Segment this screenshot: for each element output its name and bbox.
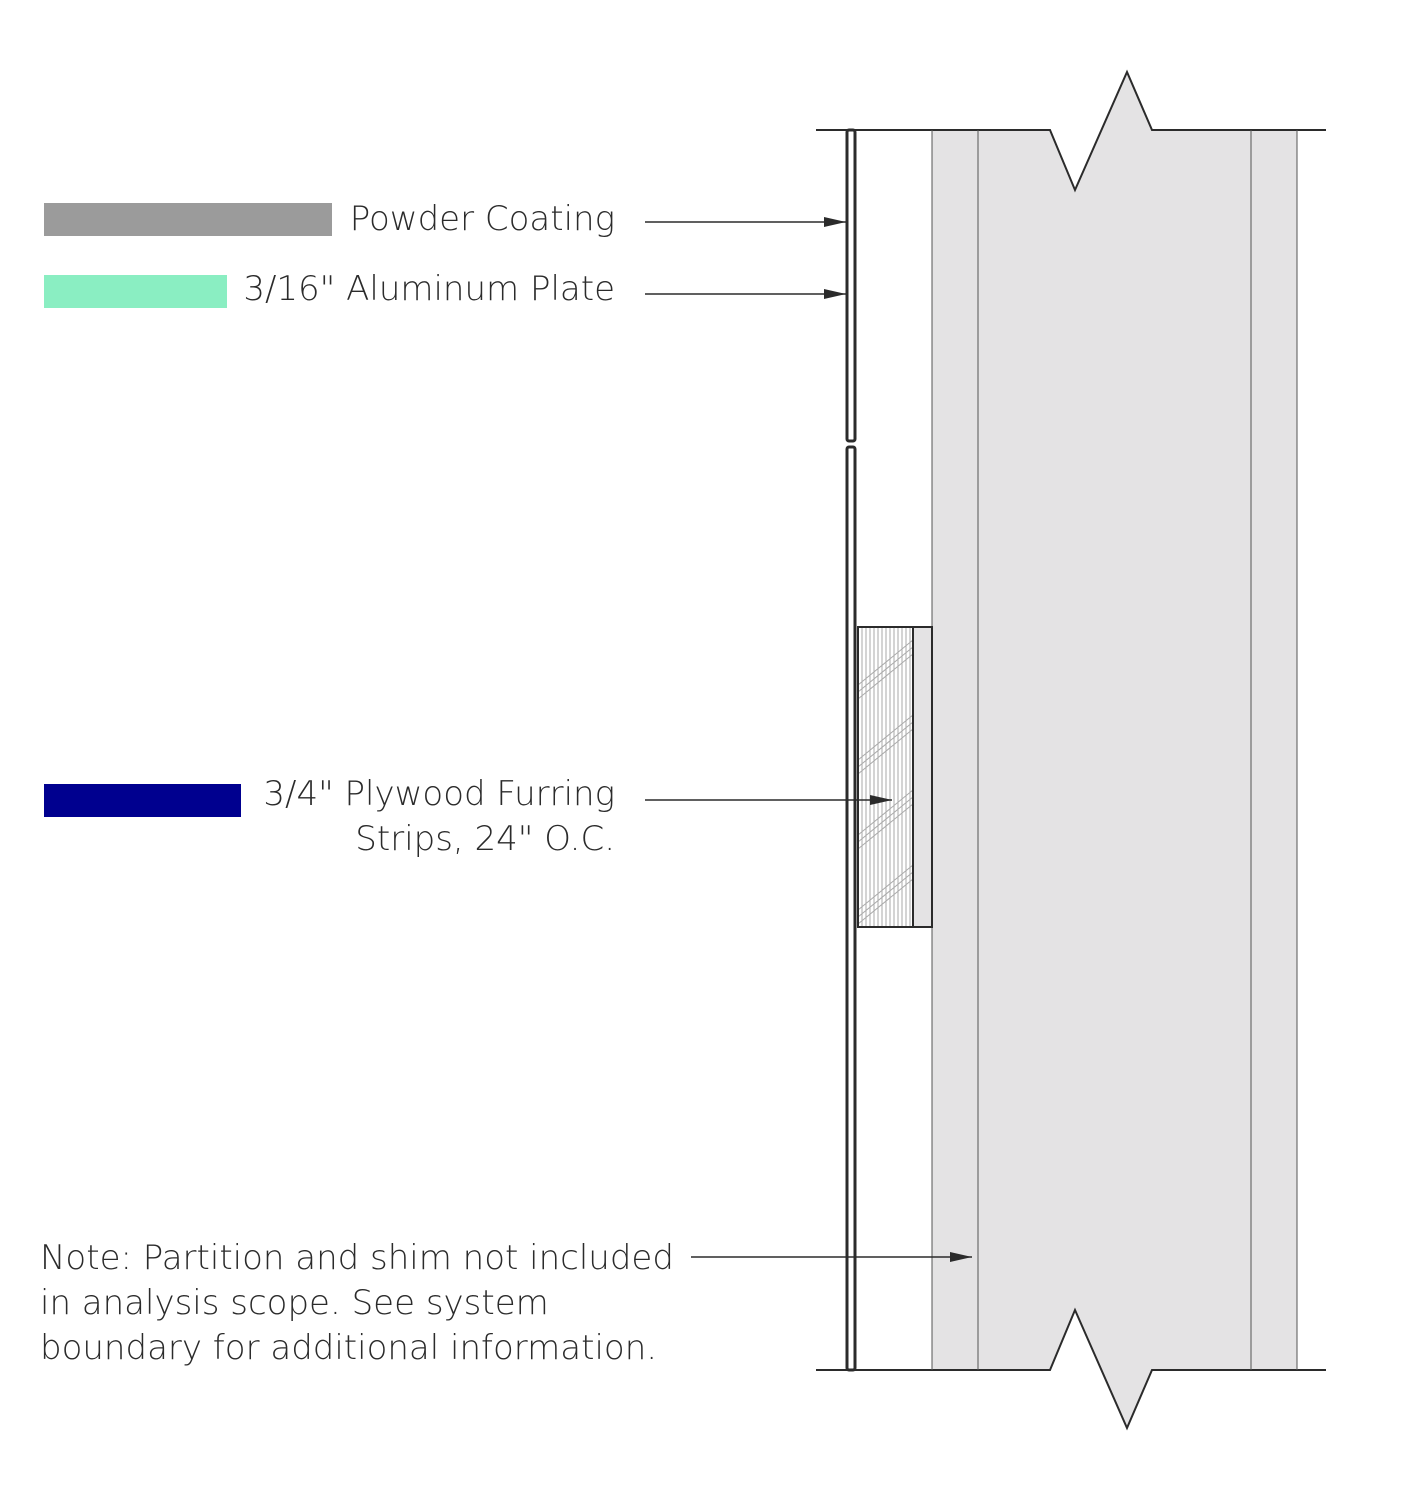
aluminum-plate-label: 3/16" Aluminum Plate <box>243 269 615 309</box>
bottom-break-line <box>816 1307 1326 1431</box>
shim <box>912 626 933 928</box>
plywood-furring-label-line1: 3/4" Plywood Furring <box>263 774 615 814</box>
scope-note: Note: Partition and shim not included in… <box>40 1236 674 1371</box>
plywood-furring-strip <box>857 626 914 928</box>
powder-coating-swatch <box>44 203 332 236</box>
aluminum-plate-swatch <box>44 275 227 308</box>
note-line-1: Note: Partition and shim not included <box>40 1238 674 1278</box>
aluminum-plate-lower <box>845 445 857 1372</box>
plywood-furring-swatch <box>44 784 241 817</box>
note-line-2: in analysis scope. See system <box>40 1283 549 1323</box>
powder-coating-label: Powder Coating <box>349 199 615 239</box>
note-line-3: boundary for additional information. <box>40 1328 658 1368</box>
partition-body <box>932 72 1297 1428</box>
aluminum-plate-upper <box>845 128 857 443</box>
plywood-furring-label-line2: Strips, 24" O.C. <box>355 819 615 859</box>
top-break-line <box>816 69 1326 193</box>
